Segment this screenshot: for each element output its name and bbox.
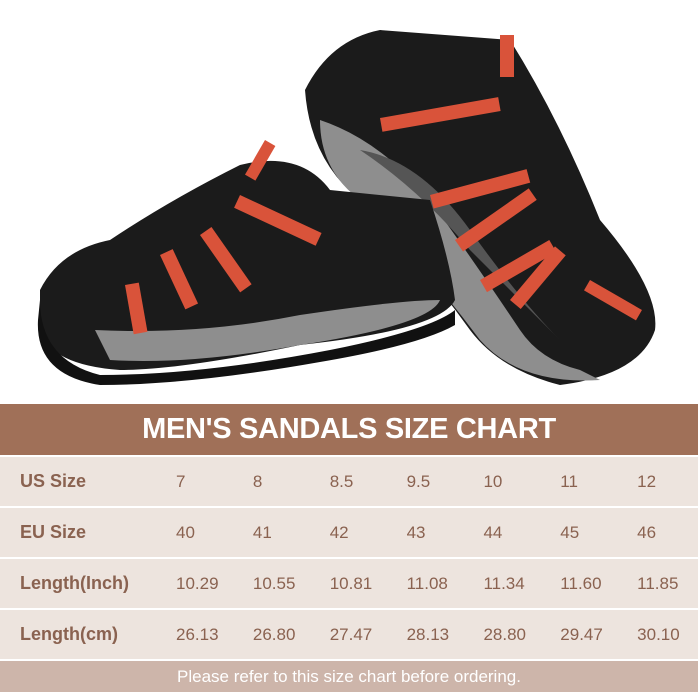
table-cell: 9.5: [406, 471, 431, 491]
row-label: EU Size: [20, 522, 87, 542]
table-cell: 7: [176, 471, 186, 491]
table-cell: 10: [483, 471, 503, 491]
size-chart: MEN'S SANDALS SIZE CHART US Size 7 8 8.5 9.5…: [0, 404, 698, 694]
table-cell: 11.34: [483, 573, 525, 593]
table-cell: 27.47: [329, 624, 373, 644]
table-row: EU Size 40 41 42 43 44 45 46: [0, 508, 698, 557]
footer-note: Please refer to this size chart before o…: [0, 661, 698, 692]
table-cell: 11.85: [637, 573, 679, 593]
table-cell: 29.47: [560, 624, 603, 644]
table-cell: 41: [252, 522, 272, 542]
table-row: Length(Inch) 10.29 10.55 10.81 11.08 11.34 11.…: [0, 559, 698, 608]
table-cell: 10.81: [329, 573, 373, 593]
table-cell: 26.13: [176, 624, 219, 644]
row-label: US Size: [20, 471, 87, 491]
table-cell: 10.29: [176, 573, 219, 593]
table-cell: 11.60: [560, 573, 602, 593]
table-cell: 44: [483, 522, 503, 542]
table-row: US Size 7 8 8.5 9.5 10 11 12: [0, 457, 698, 506]
row-label: Length(Inch): [20, 573, 129, 593]
table-cell: 30.10: [637, 624, 680, 644]
table-cell: 12: [637, 471, 657, 491]
table-cell: 45: [560, 522, 580, 542]
table-cell: 8: [252, 471, 263, 491]
table-cell: 26.80: [252, 624, 296, 644]
table-cell: 10.55: [252, 573, 296, 593]
table-cell: 43: [406, 522, 426, 542]
row-label: Length(cm): [20, 624, 118, 644]
table-cell: 11.08: [406, 573, 448, 593]
sandal-right: [305, 30, 656, 385]
table-cell: 8.5: [329, 471, 354, 491]
chart-title: MEN'S SANDALS SIZE CHART: [0, 404, 698, 455]
table-cell: 40: [176, 522, 195, 542]
table-cell: 28.80: [483, 624, 526, 644]
table-cell: 28.13: [406, 624, 450, 644]
table-cell: 46: [637, 522, 657, 542]
table-row: Length(cm) 26.13 26.80 27.47 28.13 28.80 29.47…: [0, 610, 698, 659]
table-cell: 11: [560, 471, 578, 491]
product-photo-sandals: [37, 30, 656, 385]
sandal-left: [37, 140, 455, 385]
table-cell: 42: [329, 522, 349, 542]
